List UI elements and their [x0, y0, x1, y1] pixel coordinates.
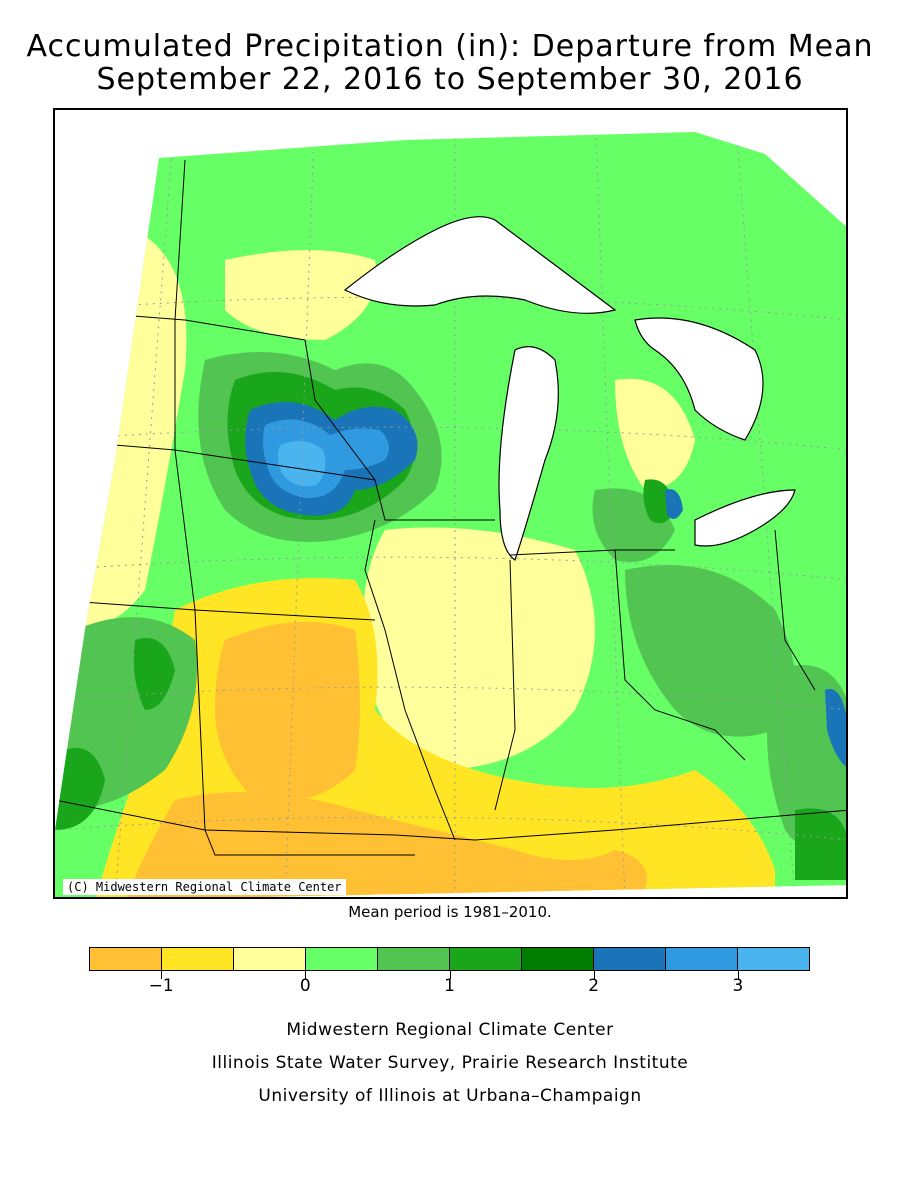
lake-superior: [343, 216, 617, 314]
anomaly-fill-pale-north: [225, 250, 377, 340]
legend-swatch: [378, 948, 450, 970]
legend-swatch: [666, 948, 738, 970]
lake-erie: [694, 489, 796, 547]
anomaly-fill-pale-michigan: [615, 378, 695, 490]
credit-line-3: University of Illinois at Urbana–Champai…: [258, 1086, 642, 1106]
lake-michigan: [498, 346, 559, 561]
map-title-line2: September 22, 2016 to September 30, 2016: [96, 62, 804, 97]
anomaly-fill-darkgreen-sd: [133, 638, 175, 710]
legend-tick: [161, 971, 163, 979]
credit-line-2: Illinois State Water Survey, Prairie Res…: [211, 1053, 689, 1073]
anomaly-fill-blue-peak: [278, 441, 326, 487]
mean-period-note: Mean period is 1981–2010.: [348, 903, 552, 921]
map-title-line1: Accumulated Precipitation (in): Departur…: [26, 29, 874, 64]
legend-tick-label: 0: [299, 976, 311, 996]
legend-tick-label: 3: [732, 976, 744, 996]
legend-tick: [593, 971, 595, 979]
legend-tick: [305, 971, 307, 979]
legend-swatch: [738, 948, 809, 970]
color-legend: [89, 947, 810, 971]
map-canvas: [55, 132, 846, 897]
legend-swatch: [450, 948, 522, 970]
legend-swatch: [594, 948, 666, 970]
contour-fill-layer: [55, 132, 846, 897]
anomaly-fill-green-oh: [625, 565, 795, 737]
legend-tick-label: 1: [444, 976, 455, 996]
anomaly-fill-blue-east: [825, 689, 846, 770]
legend-tick: [449, 971, 451, 979]
anomaly-fill-blue-mi: [665, 489, 683, 519]
legend-tick: [737, 971, 739, 979]
precipitation-map: (C) Midwestern Regional Climate Center: [53, 108, 848, 899]
legend-swatch: [90, 948, 162, 970]
anomaly-fill-pale-central: [362, 527, 595, 770]
copyright-label: (C) Midwestern Regional Climate Center: [63, 879, 346, 895]
anomaly-fill-orange-sw: [215, 622, 360, 802]
anomaly-fill-darkgreen-ne: [55, 748, 105, 830]
legend-swatch: [306, 948, 378, 970]
credit-line-1: Midwestern Regional Climate Center: [286, 1020, 614, 1040]
legend-swatch: [522, 948, 594, 970]
anomaly-fill-darkgreen-se: [795, 808, 846, 880]
legend-tick-label: 2: [588, 976, 600, 996]
anomaly-fill-orange-south: [125, 792, 647, 897]
legend-swatch: [234, 948, 306, 970]
legend-swatch: [162, 948, 234, 970]
lake-huron: [634, 317, 764, 441]
legend-tick-label: −1: [148, 976, 174, 996]
